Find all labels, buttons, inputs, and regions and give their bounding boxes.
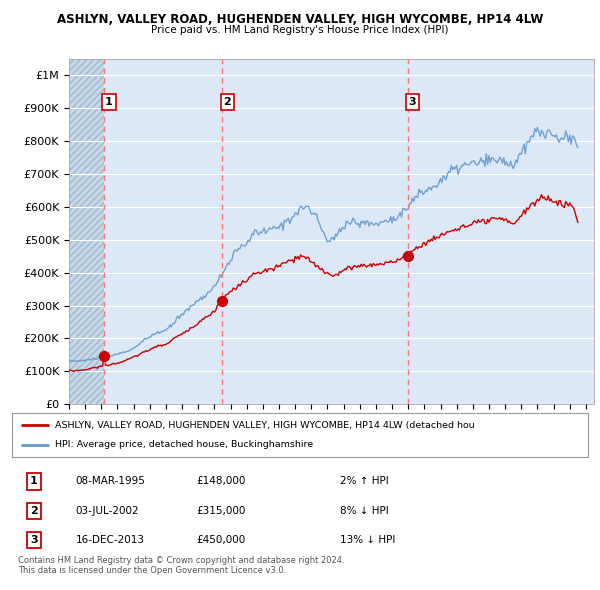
Text: Contains HM Land Registry data © Crown copyright and database right 2024.
This d: Contains HM Land Registry data © Crown c… <box>18 556 344 575</box>
Text: ASHLYN, VALLEY ROAD, HUGHENDEN VALLEY, HIGH WYCOMBE, HP14 4LW (detached hou: ASHLYN, VALLEY ROAD, HUGHENDEN VALLEY, H… <box>55 421 475 430</box>
Text: 08-MAR-1995: 08-MAR-1995 <box>76 477 145 486</box>
Text: 2: 2 <box>30 506 38 516</box>
Text: ASHLYN, VALLEY ROAD, HUGHENDEN VALLEY, HIGH WYCOMBE, HP14 4LW: ASHLYN, VALLEY ROAD, HUGHENDEN VALLEY, H… <box>57 13 543 26</box>
Text: £315,000: £315,000 <box>196 506 245 516</box>
Text: HPI: Average price, detached house, Buckinghamshire: HPI: Average price, detached house, Buck… <box>55 440 313 450</box>
Text: 8% ↓ HPI: 8% ↓ HPI <box>340 506 389 516</box>
Text: 2: 2 <box>223 97 231 107</box>
Text: 1: 1 <box>30 477 38 486</box>
Text: Price paid vs. HM Land Registry's House Price Index (HPI): Price paid vs. HM Land Registry's House … <box>151 25 449 35</box>
Text: 03-JUL-2002: 03-JUL-2002 <box>76 506 139 516</box>
Text: £450,000: £450,000 <box>196 535 245 545</box>
Text: 3: 3 <box>30 535 38 545</box>
Text: 2% ↑ HPI: 2% ↑ HPI <box>340 477 389 486</box>
Bar <box>69 59 104 404</box>
Text: 1: 1 <box>105 97 113 107</box>
Text: 16-DEC-2013: 16-DEC-2013 <box>76 535 145 545</box>
Text: 3: 3 <box>409 97 416 107</box>
Text: £148,000: £148,000 <box>196 477 245 486</box>
Text: 13% ↓ HPI: 13% ↓ HPI <box>340 535 395 545</box>
